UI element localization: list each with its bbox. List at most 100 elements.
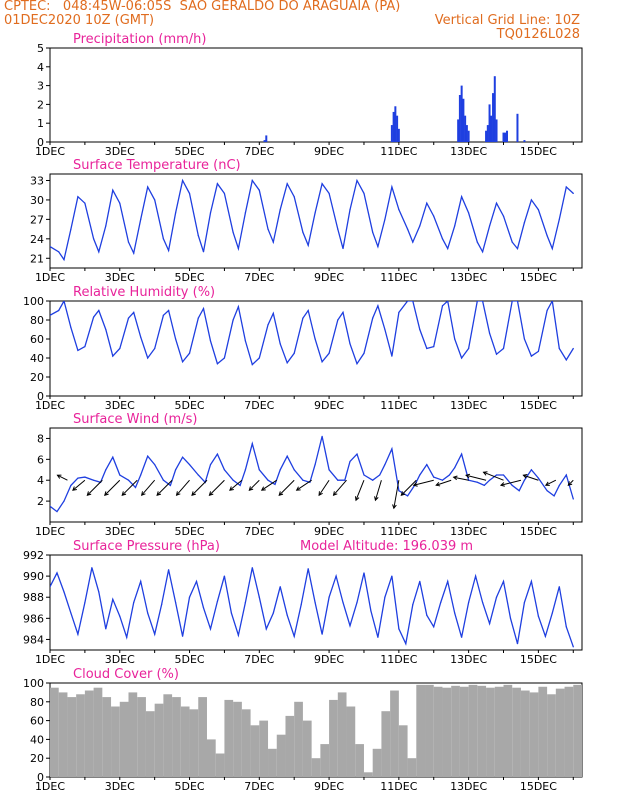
pressure-data-point (286, 614, 288, 616)
wind-x-tick-label: 1DEC (35, 525, 65, 538)
humidity-data-point (154, 347, 156, 350)
humidity-data-point (77, 349, 79, 351)
humidity-data-point (426, 347, 428, 350)
wind-series-line (50, 436, 574, 513)
pressure-data-point (154, 633, 156, 635)
temperature-title: Surface Temperature (nC) (73, 158, 241, 173)
wind-data-point (216, 453, 219, 455)
temperature-data-point (244, 212, 246, 214)
humidity-title: Relative Humidity (%) (73, 285, 215, 300)
pressure-data-point (307, 568, 309, 570)
precip-bar (263, 140, 266, 142)
precip-x-tick-label: 7DEC (244, 145, 274, 158)
pressure-data-point (565, 626, 567, 628)
cloud-x-tick-label: 7DEC (244, 780, 274, 793)
wind-data-point (502, 474, 505, 476)
vertical-grid-line-note: Vertical Grid Line: 10Z (434, 13, 580, 28)
precip-bar (460, 85, 463, 142)
run-datetime: 01DEC2020 10Z (GMT) (4, 13, 155, 28)
temperature-data-point (133, 252, 135, 254)
wind-vector-head (121, 491, 127, 496)
pressure-data-point (391, 575, 393, 577)
wind-x-tick-label: 15DEC (520, 525, 557, 538)
pressure-data-point (119, 615, 121, 617)
humidity-data-point (93, 316, 95, 318)
wind-vector-head (260, 486, 266, 491)
cloud-bar (329, 699, 338, 777)
precip-bar (490, 115, 493, 142)
cloud-bar (425, 684, 434, 777)
cloud-bar (302, 720, 312, 777)
humidity-data-point (202, 308, 205, 310)
wind-data-point (398, 490, 400, 492)
pressure-data-point (188, 596, 191, 598)
wind-vector-head (72, 486, 77, 491)
pressure-x-tick-label: 9DEC (314, 653, 344, 666)
pressure-x-tick-label: 13DEC (450, 653, 487, 666)
humidity-data-point (363, 352, 365, 354)
precip-y-tick-label: 3 (37, 80, 44, 93)
wind-x-tick-label: 9DEC (314, 525, 344, 538)
cloud-bar (145, 711, 155, 777)
humidity-data-point (523, 338, 526, 340)
cloud-bar (233, 701, 242, 777)
wind-data-point (140, 474, 142, 476)
temperature-data-point (476, 241, 478, 243)
pressure-data-point (433, 626, 435, 628)
precip-x-tick-label: 13DEC (450, 145, 487, 158)
temperature-data-point (495, 202, 498, 204)
wind-vector-head (104, 491, 109, 496)
humidity-x-tick-label: 5DEC (174, 399, 204, 412)
temperature-series-line (50, 178, 574, 262)
cloud-bar (154, 703, 164, 777)
cloud-bar (372, 748, 382, 777)
wind-data-point (328, 469, 330, 471)
humidity-data-point (454, 338, 456, 340)
wind-vector (261, 479, 278, 491)
wind-vector (545, 479, 557, 486)
wind-vector-head (392, 504, 397, 510)
wind-data-point (523, 479, 526, 481)
cloud-bar (311, 758, 321, 777)
cloud-bar (398, 725, 408, 777)
precip-bar (265, 135, 268, 142)
temperature-data-point (307, 244, 309, 246)
precip-x-tick-label: 5DEC (174, 145, 204, 158)
cloud-bar (381, 711, 391, 777)
temperature-x-tick-label: 13DEC (450, 271, 487, 284)
cloud-bar (180, 706, 190, 777)
humidity-data-point (244, 340, 246, 342)
humidity-data-point (237, 306, 239, 308)
precip-x-tick-label: 11DEC (380, 145, 417, 158)
temperature-data-point (406, 228, 409, 230)
wind-vector-head (452, 475, 458, 481)
pressure-data-point (216, 600, 219, 603)
cloud-bar (276, 734, 286, 777)
wind-vector (296, 479, 312, 491)
wind-x-tick-label: 13DEC (450, 525, 487, 538)
humidity-data-point (147, 357, 149, 359)
wind-y-tick-label: 2 (37, 495, 44, 508)
wind-data-point (441, 479, 444, 481)
wind-vector-head (208, 491, 214, 496)
humidity-data-point (267, 324, 269, 326)
pressure-data-point (370, 610, 372, 612)
wind-vector (248, 479, 260, 491)
temperature-data-point (127, 241, 130, 243)
cloud-bar (137, 697, 146, 777)
humidity-data-point (488, 332, 491, 334)
temperature-data-point (328, 192, 330, 195)
humidity-data-point (209, 340, 212, 342)
cloud-y-tick-label: 20 (30, 752, 44, 765)
pressure-data-point (84, 601, 86, 604)
precip-bar (394, 106, 397, 142)
pressure-series-line (50, 567, 574, 648)
cloud-bar (93, 687, 103, 777)
temperature-data-point (461, 196, 463, 198)
pressure-x-tick-label: 5DEC (174, 653, 204, 666)
humidity-data-point (168, 309, 170, 312)
wind-data-point (223, 469, 226, 471)
pressure-data-point (551, 612, 553, 614)
pressure-data-point (426, 614, 428, 616)
